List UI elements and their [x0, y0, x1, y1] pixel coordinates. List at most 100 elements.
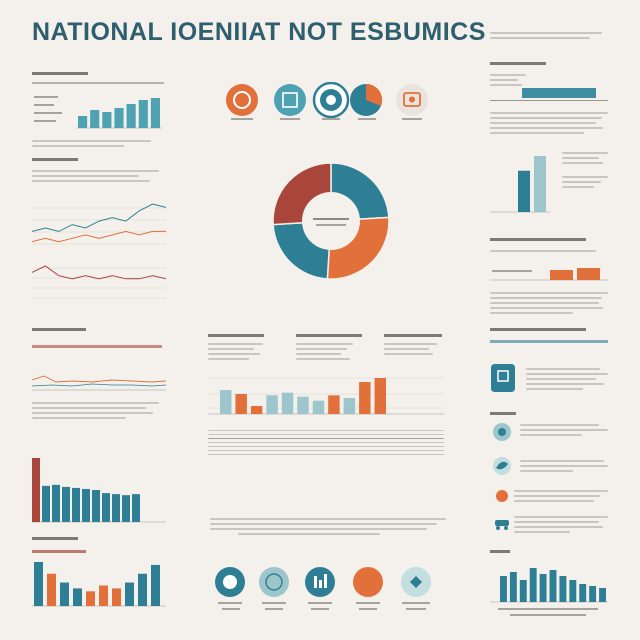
center-text-b: [296, 343, 356, 363]
center-footer-text: [210, 518, 446, 538]
center-bar: [359, 382, 371, 414]
left-bottom-bar: [34, 562, 43, 606]
left-tall-bar: [32, 458, 40, 522]
left-subheader-1: [32, 82, 164, 84]
right-bottom-bar: [539, 574, 547, 602]
dot-icon: [496, 490, 508, 502]
car-icon: [495, 520, 509, 530]
left-subheader-4: [32, 550, 86, 553]
left-bottom-bar: [47, 573, 56, 606]
left-line-chart-2: [32, 265, 166, 299]
right-bar-chart-2: [490, 268, 608, 281]
left-text-block-3: [32, 402, 166, 422]
pie-icon: [350, 83, 383, 120]
top-left-bar: [78, 116, 88, 128]
right-bottom-bar: [549, 570, 557, 602]
right-bottom-bar: [599, 588, 606, 602]
building-icon: [274, 84, 306, 120]
page-title: NATIONAL IOENIIAT NOT ESBUMICS: [32, 18, 486, 46]
right-text-block-9: [514, 490, 608, 505]
left-bottom-bar: [99, 585, 108, 606]
center-text-a: [208, 343, 266, 363]
right-text-block-7: [520, 424, 608, 439]
left-tall-bar: [62, 486, 70, 522]
center-bar: [343, 398, 356, 414]
left-header-1: [32, 72, 88, 75]
top-left-bar: [126, 104, 136, 128]
left-header-4: [32, 537, 78, 540]
left-tall-bar: [72, 487, 80, 522]
right-strip-base: [490, 100, 608, 101]
right-2-bar: [550, 270, 573, 280]
top-left-bar: [102, 112, 112, 128]
left-bottom-bar: [138, 573, 147, 606]
right-bottom-bar: [589, 586, 597, 602]
right-bottom-bar: [559, 576, 567, 602]
bottom-eye-icon: [215, 567, 245, 610]
top-left-bar: [114, 108, 124, 128]
top-left-bar: [150, 98, 160, 128]
right-header-4: [490, 412, 516, 415]
bottom-icon-row: [215, 567, 431, 610]
left-line-chart-1: [32, 203, 166, 245]
center-header-c: [384, 334, 442, 337]
right-text-block-2: [562, 152, 608, 167]
left-line-chart-3: [32, 375, 166, 391]
right-bullet-icons: [493, 423, 511, 530]
right-bottom-bar: [529, 568, 537, 602]
center-bar: [281, 392, 294, 414]
left-tall-bar: [52, 484, 60, 522]
center-bar: [328, 395, 340, 414]
right-text-block-3: [562, 176, 608, 191]
donut-center-label: [313, 218, 349, 226]
top-left-bar: [138, 100, 148, 128]
left-tall-bar: [82, 488, 90, 522]
left-text-block-1: [32, 140, 164, 150]
left-tall-bar: [112, 494, 120, 522]
right-legend-1: [490, 74, 530, 89]
left-tall-bar: [92, 490, 100, 522]
right-header-5: [490, 550, 510, 553]
right-feature-icon: [491, 364, 515, 392]
right-bottom-bar: [509, 572, 517, 602]
right-subheader-3: [490, 340, 608, 343]
center-bar: [374, 378, 386, 414]
right-bottom-bar: [519, 580, 527, 602]
left-line-2-series-line: [32, 265, 166, 280]
center-bar: [266, 395, 278, 414]
left-tall-bar: [122, 495, 130, 522]
right-text-block-4: [490, 250, 608, 255]
left-bottom-bar: [151, 564, 160, 606]
left-bottom-bar: [112, 588, 121, 606]
eye-icon: [312, 82, 350, 120]
center-header-a: [208, 334, 264, 337]
center-bar: [250, 406, 263, 414]
left-tall-bar: [132, 494, 140, 522]
left-line-1-series-line: [32, 203, 166, 232]
left-subheader-3: [32, 345, 162, 348]
right-header-3: [490, 328, 586, 331]
right-1-bar: [518, 170, 530, 212]
right-top-text: [490, 32, 608, 42]
left-tall-bar: [102, 493, 110, 522]
left-line-1-series-line: [32, 230, 166, 243]
center-text-c: [384, 343, 440, 358]
right-text-block-8: [520, 460, 608, 475]
left-text-block-2: [32, 170, 166, 185]
center-bar: [297, 396, 309, 414]
right-header-2: [490, 238, 586, 241]
right-header-1: [490, 62, 546, 65]
left-bottom-bar: [86, 591, 95, 606]
center-header-b: [296, 334, 362, 337]
bottom-globe-icon: [259, 567, 289, 610]
left-header-2: [32, 158, 78, 161]
left-header-3: [32, 328, 86, 331]
center-bar-chart: [208, 377, 444, 415]
right-bottom-bar: [500, 576, 507, 602]
bottom-orange-icon: [353, 567, 383, 610]
top-left-bar: [90, 110, 100, 128]
right-text-block-6: [526, 368, 608, 393]
right-strip-bar: [522, 88, 596, 98]
right-bar-chart-1: [490, 156, 550, 213]
center-bar: [312, 400, 325, 414]
